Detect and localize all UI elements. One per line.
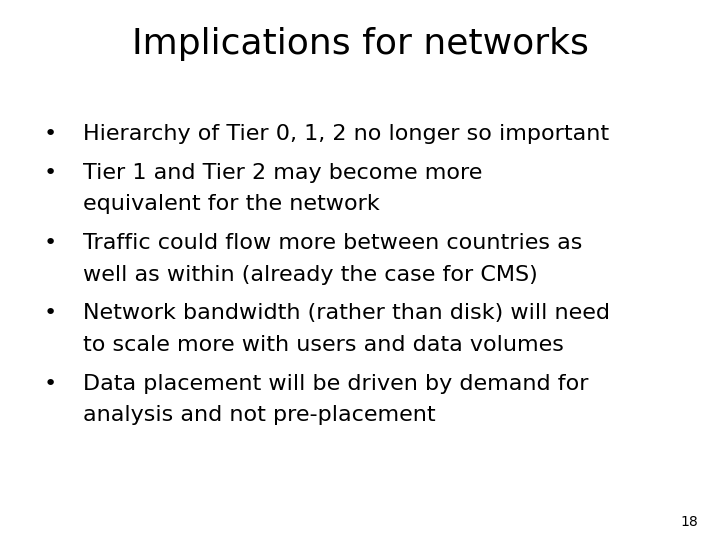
Text: analysis and not pre-placement: analysis and not pre-placement (83, 405, 436, 425)
Text: •: • (44, 303, 57, 323)
Text: •: • (44, 124, 57, 144)
Text: •: • (44, 163, 57, 183)
Text: Traffic could flow more between countries as: Traffic could flow more between countrie… (83, 233, 582, 253)
Text: •: • (44, 233, 57, 253)
Text: Tier 1 and Tier 2 may become more: Tier 1 and Tier 2 may become more (83, 163, 482, 183)
Text: Hierarchy of Tier 0, 1, 2 no longer so important: Hierarchy of Tier 0, 1, 2 no longer so i… (83, 124, 609, 144)
Text: 18: 18 (680, 515, 698, 529)
Text: Data placement will be driven by demand for: Data placement will be driven by demand … (83, 374, 588, 394)
Text: Network bandwidth (rather than disk) will need: Network bandwidth (rather than disk) wil… (83, 303, 610, 323)
Text: to scale more with users and data volumes: to scale more with users and data volume… (83, 335, 564, 355)
Text: equivalent for the network: equivalent for the network (83, 194, 379, 214)
Text: well as within (already the case for CMS): well as within (already the case for CMS… (83, 265, 538, 285)
Text: •: • (44, 374, 57, 394)
Text: Implications for networks: Implications for networks (132, 27, 588, 61)
